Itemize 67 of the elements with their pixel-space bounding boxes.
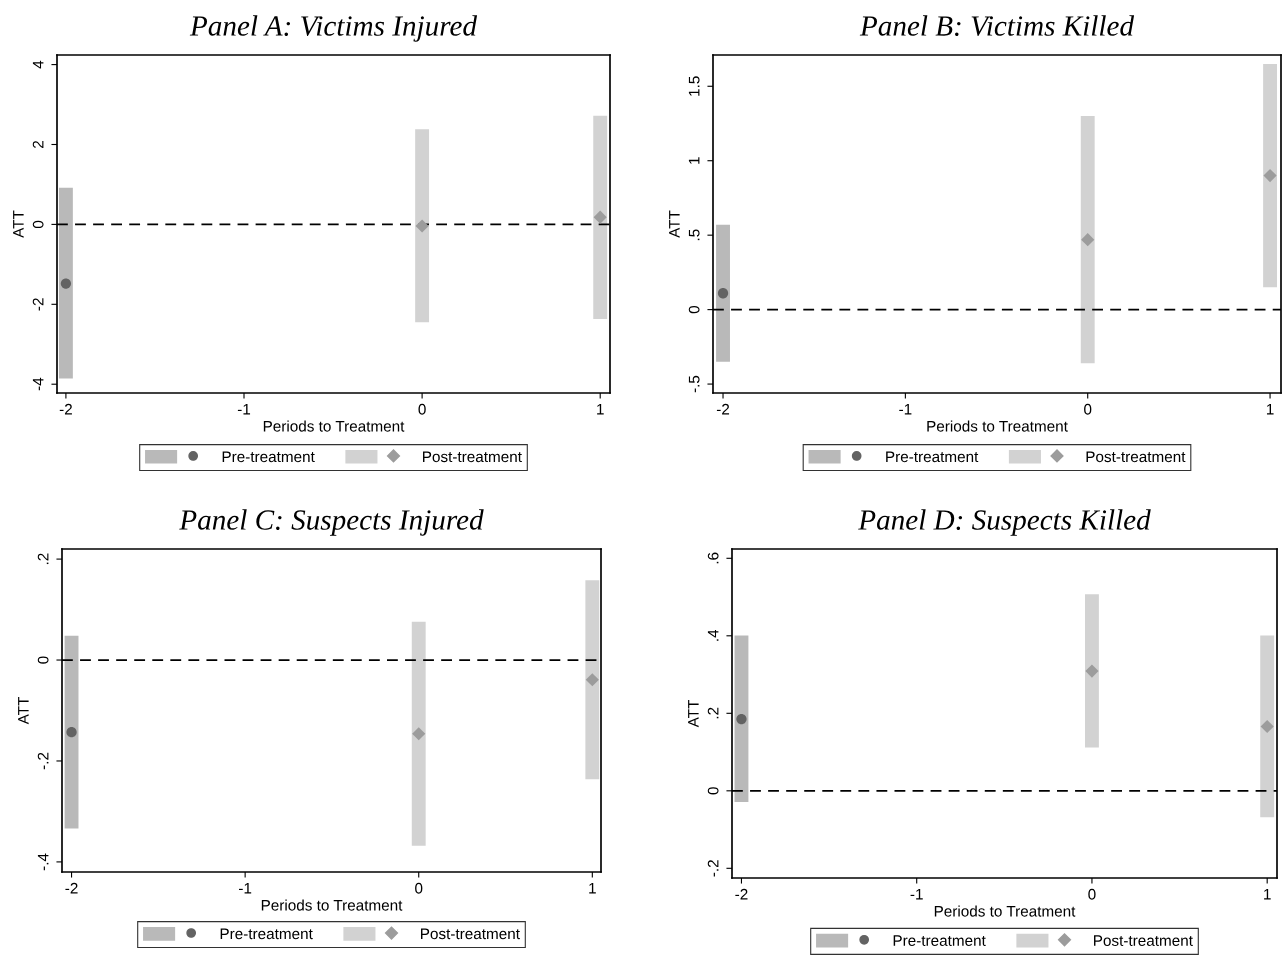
y-tick-label: 1.5: [688, 76, 700, 96]
point: [717, 288, 729, 299]
x-tick-label: 1: [1266, 403, 1274, 415]
point: [60, 278, 72, 289]
y-tick-label: -2: [32, 298, 44, 311]
y-tick-label: 0: [37, 656, 49, 664]
chart-title: Panel C: Suspects Injured: [179, 509, 484, 536]
y-tick-label: -.2: [707, 860, 719, 877]
y-tick-label: 4: [32, 60, 44, 69]
x-axis-title: Periods to Treatment: [927, 420, 1068, 432]
x-axis-title: Periods to Treatment: [263, 420, 405, 432]
y-tick-label: -4: [32, 377, 44, 391]
chart-title: Panel A: Victims Injured: [189, 15, 478, 42]
point: [593, 210, 607, 224]
legend-label: Pre-treatment: [220, 928, 313, 940]
y-axis-title: ATT: [688, 699, 699, 728]
y-tick-label: 0: [707, 787, 719, 795]
legend-label: Post-treatment: [423, 451, 522, 463]
x-tick-label: 1: [1264, 888, 1271, 900]
x-tick-label: -1: [239, 882, 252, 894]
point: [412, 727, 426, 741]
legend-label: Pre-treatment: [893, 935, 986, 946]
point: [1085, 664, 1099, 678]
x-tick-label: 0: [1088, 888, 1096, 900]
y-tick-label: 2: [32, 141, 44, 148]
y-tick-label: .6: [707, 552, 719, 564]
y-tick-label: -.2: [37, 752, 49, 770]
y-tick-label: .2: [707, 707, 719, 719]
legend-label: Post-treatment: [421, 928, 520, 940]
x-axis-title: Periods to Treatment: [934, 905, 1076, 917]
x-tick-label: -2: [735, 888, 748, 900]
x-tick-label: -2: [65, 882, 78, 894]
y-tick-label: 0: [688, 305, 700, 314]
point: [1081, 233, 1095, 247]
y-tick-label: -.5: [688, 375, 700, 393]
point: [1263, 169, 1277, 183]
legend-label: Pre-treatment: [222, 451, 315, 463]
point: [66, 727, 77, 738]
point: [1260, 719, 1274, 734]
x-tick-label: 0: [415, 882, 423, 894]
x-tick-label: -2: [59, 403, 72, 415]
legend-label: Post-treatment: [1086, 451, 1186, 463]
x-tick-label: -1: [237, 403, 251, 415]
y-tick-label: .4: [707, 629, 719, 641]
y-axis-title: ATT: [13, 210, 24, 238]
point: [415, 219, 429, 233]
legend-label: Pre-treatment: [886, 451, 979, 463]
legend-label: Post-treatment: [1094, 935, 1193, 946]
x-tick-label: -1: [899, 403, 912, 415]
y-tick-label: 1: [688, 157, 700, 164]
point: [736, 713, 747, 725]
point: [585, 673, 599, 687]
x-tick-label: 0: [1084, 403, 1092, 415]
x-tick-label: 0: [418, 403, 426, 415]
y-tick-label: .2: [37, 553, 49, 565]
x-tick-label: 1: [589, 882, 596, 894]
x-tick-label: -1: [910, 888, 923, 900]
chart-title: Panel B: Victims Killed: [859, 15, 1135, 36]
y-axis-title: ATT: [18, 696, 29, 725]
y-axis-title: ATT: [669, 210, 680, 238]
x-axis-title: Periods to Treatment: [261, 899, 403, 911]
y-tick-label: -.4: [37, 853, 49, 871]
y-tick-label: 0: [32, 220, 44, 229]
chart-title: Panel D: Suspects Killed: [858, 509, 1151, 536]
x-tick-label: 1: [597, 403, 604, 415]
x-tick-label: -2: [716, 403, 730, 415]
y-tick-label: .5: [688, 229, 700, 241]
